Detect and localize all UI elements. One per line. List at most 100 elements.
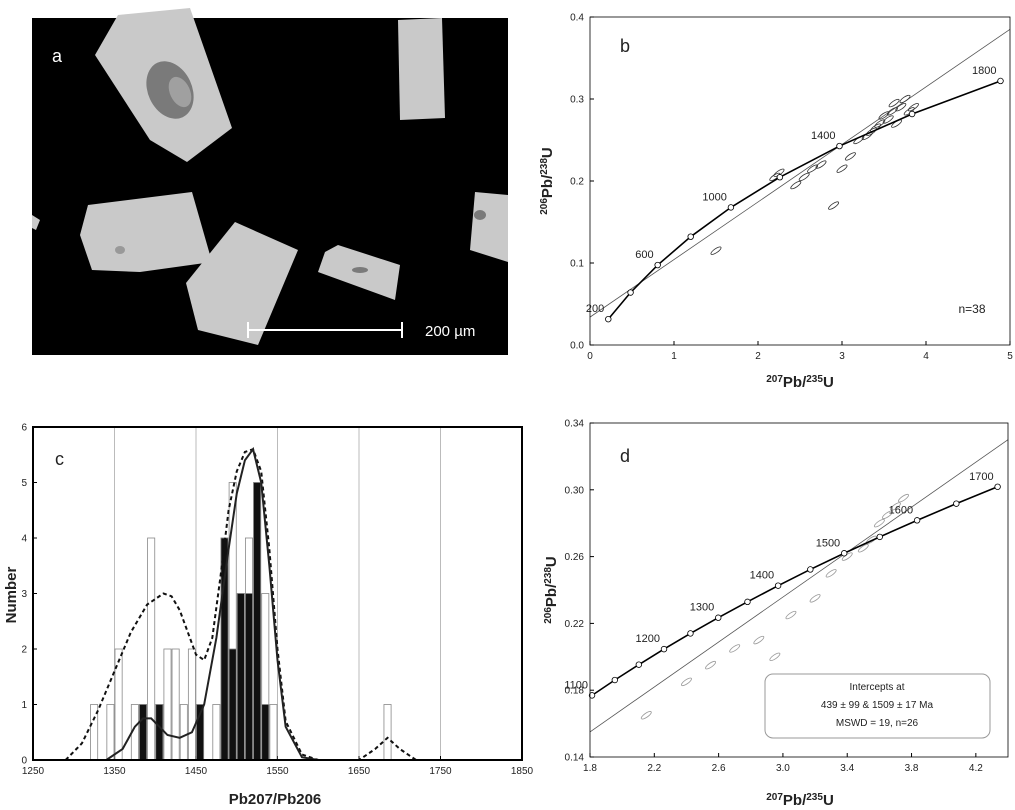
x-axis-label: Pb207/Pb206 [229,791,322,808]
axis-label-part: U [543,556,560,567]
y-tick-label: 0.1 [570,259,584,270]
y-tick-label: 0.14 [565,753,585,764]
grain [470,192,508,262]
age-point [775,583,781,589]
annotation: n=38 [958,302,985,316]
y-tick-label: 0 [21,756,27,767]
age-label: 1000 [702,191,726,203]
axis-label-part: Pb/ [783,374,807,391]
age-label: 200 [586,303,604,315]
panel-label: c [55,449,64,469]
x-tick-label: 1250 [22,766,45,777]
age-label: 1800 [972,65,996,77]
age-label: 1600 [889,504,913,516]
x-tick-label: 2.6 [712,763,726,774]
histogram-bar [245,594,252,761]
error-ellipse [828,201,840,211]
zoning [115,246,125,254]
age-point [612,677,618,683]
age-point [745,599,751,605]
age-point [841,550,847,556]
x-tick-label: 1650 [348,766,371,777]
x-tick-label: 2.2 [647,763,661,774]
y-tick-label: 0.2 [570,177,584,188]
age-label: 600 [635,249,653,261]
panel: 1.82.22.63.03.43.84.20.140.180.220.260.3… [564,419,1008,775]
x-tick-label: 0 [587,351,593,362]
x-tick-label: 1350 [103,766,126,777]
figure: a 200 µm 0123450.00.10.20.30.4b200600100… [0,0,1015,810]
x-tick-label: 3.8 [905,763,919,774]
age-point [914,518,920,524]
x-tick-label: 1 [671,351,677,362]
age-point [837,143,843,149]
error-ellipse [844,151,856,161]
axis-label-part: U [539,147,556,158]
age-label: 1700 [969,471,993,483]
x-tick-label: 1450 [185,766,208,777]
error-ellipse [729,643,741,653]
age-point [998,78,1004,84]
age-label: 1300 [690,602,714,614]
error-ellipse [785,610,797,620]
grain [80,192,212,272]
zoning [474,210,486,220]
x-tick-label: 3.4 [840,763,854,774]
histogram-bar [180,705,187,761]
panel-label: b [620,36,630,56]
histogram-bar [148,538,155,760]
concordia-curve [608,81,1000,319]
sem-image: a 200 µm [32,8,508,355]
y-tick-label: 0.30 [565,485,585,496]
x-tick-label: 2 [755,351,761,362]
axis-label-part: 238 [543,567,554,584]
y-tick-label: 4 [21,534,27,545]
y-tick-label: 1 [21,700,27,711]
age-point [909,111,915,117]
x-axis-label: 207Pb/235U [766,374,834,392]
y-tick-label: 0.22 [565,619,585,630]
error-ellipse [769,652,781,662]
age-point [954,501,960,507]
age-point [877,534,883,540]
error-ellipse [790,180,802,190]
legend-text: MSWD = 19, n=26 [836,718,919,729]
error-ellipse [899,94,911,104]
histogram-bar [237,594,244,761]
y-tick-label: 2 [21,645,27,656]
error-ellipse [897,493,909,503]
age-point [715,615,721,621]
discordia [590,29,1010,317]
histogram-bar [213,705,220,761]
age-point [655,262,661,268]
histogram-bar [229,649,236,760]
axis-label-part: Pb/ [783,792,807,809]
y-axis-label: 206Pb/238U [543,556,561,624]
axis-label-part: 235 [806,374,823,385]
x-tick-label: 3.0 [776,763,790,774]
age-label: 1100 [564,679,588,691]
histogram-bar [254,483,261,761]
axis-label-part: 235 [806,792,823,803]
y-tick-label: 0.4 [570,13,584,24]
x-tick-label: 1850 [511,766,534,777]
error-ellipse [809,593,821,603]
scale-bar-label: 200 µm [425,323,475,340]
age-point [777,174,783,180]
error-ellipse [710,246,722,256]
y-tick-label: 6 [21,423,27,434]
age-label: 1500 [816,537,840,549]
age-point [628,290,634,296]
histogram-bar [172,649,179,760]
x-tick-label: 3 [839,351,845,362]
x-tick-label: 1.8 [583,763,597,774]
histogram-bar [156,705,163,761]
axis-label-part: 207 [766,792,783,803]
histogram-bar [221,538,228,760]
histogram-bar [270,705,277,761]
y-tick-label: 0.26 [565,552,585,563]
y-tick-label: 0.3 [570,95,584,106]
error-ellipse [825,568,837,578]
age-point [661,646,667,652]
